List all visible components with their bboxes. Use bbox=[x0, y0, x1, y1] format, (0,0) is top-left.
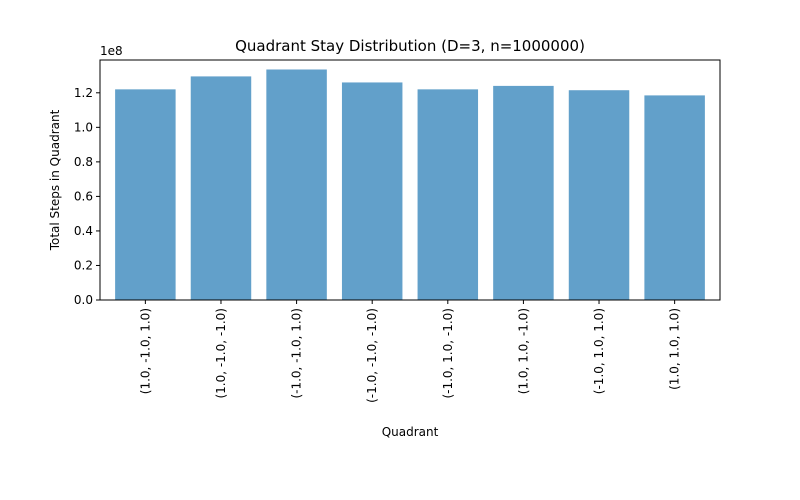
bar bbox=[568, 90, 630, 301]
x-ticks-group: (1.0, -1.0, 1.0) (1.0, -1.0, -1.0) (-1.0, … bbox=[138, 300, 682, 403]
y-axis-label: Total Steps in Quadrant bbox=[48, 109, 62, 251]
bar bbox=[266, 69, 327, 301]
plot-area-frame bbox=[99, 59, 721, 301]
bar bbox=[341, 82, 403, 300]
y-tick-label: 0.8 bbox=[74, 155, 93, 169]
bar bbox=[115, 89, 176, 301]
y-axis-scale-label: 1e8 bbox=[100, 44, 123, 58]
x-tick-label: (1.0, -1.0, -1.0) bbox=[214, 308, 228, 399]
bars-group bbox=[115, 69, 705, 301]
x-tick-label: (1.0, 1.0, 1.0) bbox=[668, 308, 682, 390]
chart-title: Quadrant Stay Distribution (D=3, n=10000… bbox=[235, 37, 585, 55]
bar bbox=[493, 85, 554, 300]
y-tick-label: 0.4 bbox=[74, 224, 93, 238]
bar bbox=[644, 95, 705, 300]
bar bbox=[190, 76, 252, 300]
y-tick-label: 0.2 bbox=[74, 258, 93, 272]
y-tick-label: 0.0 bbox=[74, 293, 93, 307]
bar bbox=[417, 89, 479, 301]
x-tick-label: (-1.0, 1.0, 1.0) bbox=[592, 308, 606, 394]
y-tick-label: 0.6 bbox=[74, 189, 93, 203]
y-tick-label: 1.0 bbox=[74, 120, 93, 134]
x-tick-label: (1.0, -1.0, 1.0) bbox=[138, 308, 152, 394]
x-tick-label: (-1.0, -1.0, 1.0) bbox=[290, 308, 304, 399]
x-tick-label: (1.0, 1.0, -1.0) bbox=[516, 308, 530, 394]
x-tick-label: (-1.0, -1.0, -1.0) bbox=[365, 308, 379, 403]
x-axis-label: Quadrant bbox=[382, 425, 439, 439]
y-tick-label: 1.2 bbox=[74, 86, 93, 100]
x-tick-label: (-1.0, 1.0, -1.0) bbox=[441, 308, 455, 399]
y-ticks-group: 0.0 0.2 0.4 0.6 0.8 1.0 1.2 bbox=[74, 86, 100, 307]
